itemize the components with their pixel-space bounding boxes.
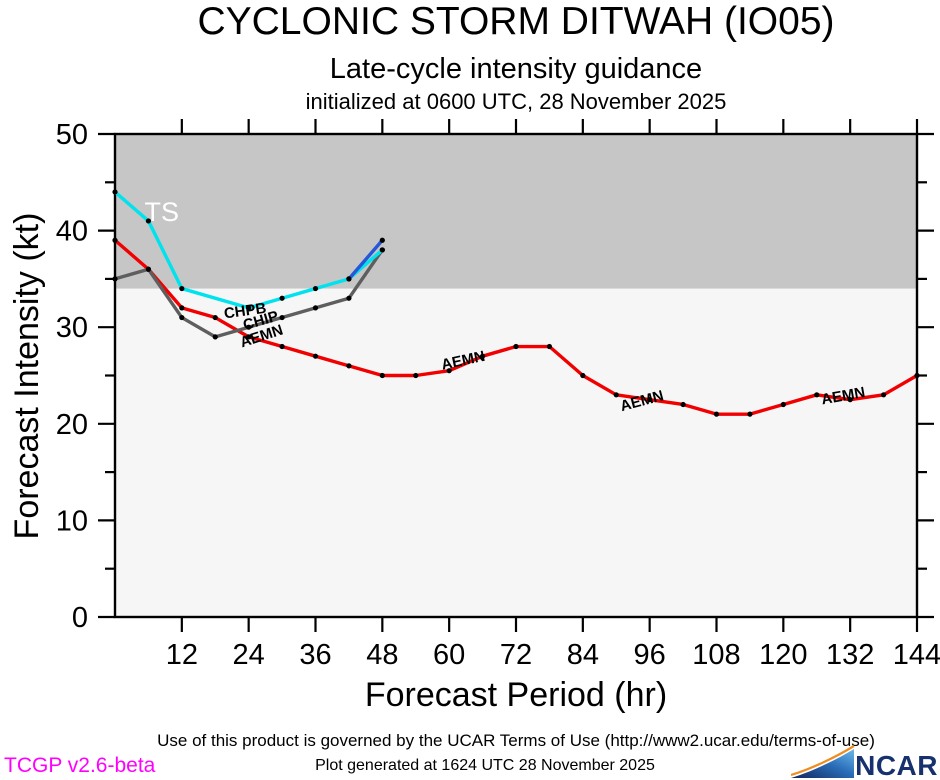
- data-point-CHPB: [112, 189, 118, 195]
- data-point-AEMN: [112, 237, 118, 243]
- x-tick-label: 132: [826, 639, 874, 671]
- ncar-logo-text: NCAR: [855, 749, 938, 780]
- data-point-CHIP: [246, 324, 252, 330]
- data-point-AEMN: [747, 411, 753, 417]
- ncar-logo-swoosh-icon: [791, 745, 855, 778]
- data-point-AEMN: [346, 363, 352, 369]
- data-point-CHPB: [312, 285, 319, 292]
- data-point-AEMN: [713, 411, 720, 417]
- data-point-AEMN: [580, 372, 586, 379]
- data-point-CHPB: [145, 218, 152, 224]
- x-tick-label: 36: [299, 639, 331, 671]
- x-tick-label: 48: [366, 639, 398, 671]
- x-tick-label: 84: [567, 639, 599, 671]
- y-tick-label: 20: [56, 409, 88, 441]
- data-point-AEMN: [546, 343, 553, 350]
- data-point-AEMN: [212, 314, 218, 321]
- data-point-AEMN: [780, 401, 786, 408]
- data-point-CHPB: [379, 247, 385, 253]
- data-point-unlabeled: [379, 237, 385, 243]
- plot-generated-timestamp: Plot generated at 1624 UTC 28 November 2…: [315, 757, 655, 774]
- ts-intensity-band: [115, 134, 917, 289]
- x-tick-label: 96: [634, 639, 666, 671]
- x-tick-label: 24: [233, 639, 265, 671]
- data-point-AEMN: [814, 392, 820, 398]
- data-point-CHIP: [212, 334, 218, 340]
- data-point-AEMN: [914, 372, 920, 379]
- x-tick-label: 60: [433, 639, 465, 671]
- data-point-AEMN: [613, 392, 619, 398]
- data-point-CHIP: [112, 276, 118, 282]
- data-point-AEMN: [479, 353, 486, 359]
- x-axis-title: Forecast Period (hr): [365, 676, 667, 714]
- data-point-AEMN: [379, 372, 385, 379]
- data-point-AEMN: [847, 397, 853, 403]
- x-tick-label: 108: [692, 639, 740, 671]
- data-point-CHPB: [279, 295, 285, 301]
- data-point-AEMN: [680, 401, 686, 408]
- data-point-AEMN: [179, 305, 185, 311]
- data-point-CHIP: [145, 266, 152, 272]
- data-point-AEMN: [413, 372, 419, 379]
- ucar-terms-text: Use of this product is governed by the U…: [157, 731, 875, 750]
- tcgp-version-label: TCGP v2.6-beta: [4, 754, 156, 777]
- y-tick-label: 0: [72, 602, 88, 634]
- data-point-AEMN: [446, 368, 452, 374]
- data-point-unlabeled: [346, 276, 352, 282]
- data-point-CHIP: [179, 314, 185, 321]
- data-point-AEMN: [279, 343, 285, 350]
- y-tick-label: 50: [56, 119, 88, 151]
- init-time-line: initialized at 0600 UTC, 28 November 202…: [305, 89, 727, 114]
- ts-region-label: TS: [145, 197, 180, 227]
- ncar-logo: NCAR: [791, 743, 938, 779]
- model-label-CHPB: CHPB: [223, 300, 268, 323]
- y-tick-label: 40: [56, 216, 88, 248]
- data-point-CHIP: [312, 305, 319, 311]
- data-point-AEMN: [513, 343, 519, 350]
- page-title: CYCLONIC STORM DITWAH (IO05): [197, 0, 835, 43]
- series-line-unlabeled: [347, 238, 385, 281]
- data-point-AEMN: [312, 353, 319, 359]
- data-point-AEMN: [647, 397, 653, 403]
- plot-subtitle: Late-cycle intensity guidance: [329, 53, 703, 85]
- data-point-CHIP: [279, 314, 285, 321]
- series-line-CHPB: [113, 190, 385, 310]
- y-tick-label: 30: [56, 312, 88, 344]
- data-point-AEMN: [246, 334, 252, 340]
- y-axis-title: Forecast Intensity (kt): [8, 213, 46, 540]
- x-tick-label: 144: [893, 639, 940, 671]
- data-point-CHIP: [346, 295, 352, 301]
- x-tick-label: 72: [500, 639, 532, 671]
- data-point-AEMN: [880, 392, 887, 398]
- data-point-CHPB: [246, 305, 252, 311]
- x-tick-label: 120: [759, 639, 807, 671]
- x-tick-label: 12: [166, 639, 198, 671]
- y-tick-label: 10: [56, 505, 88, 537]
- data-point-CHPB: [179, 285, 185, 292]
